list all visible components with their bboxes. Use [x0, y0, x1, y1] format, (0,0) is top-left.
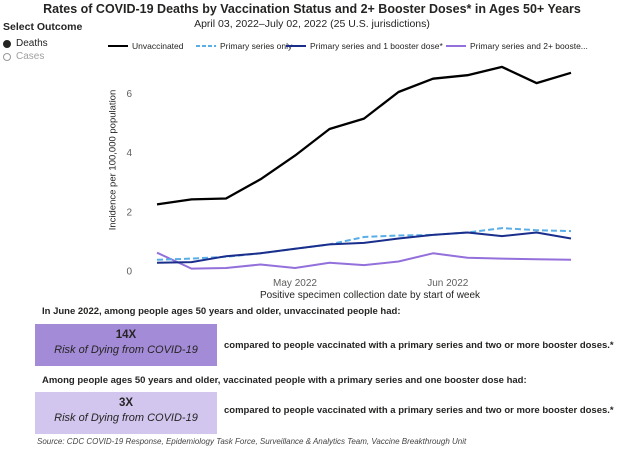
- radio-unselected-icon: [3, 52, 11, 61]
- chart-title: Rates of COVID-19 Deaths by Vaccination …: [43, 2, 581, 16]
- x-tick-label: May 2022: [273, 278, 317, 289]
- y-tick-label: 6: [126, 89, 132, 100]
- legend-line-icon: [108, 45, 128, 47]
- legend-line-icon: [286, 45, 306, 47]
- summary2-intro: Among people ages 50 years and older, va…: [42, 375, 527, 386]
- outcome-selector-title: Select Outcome: [3, 21, 83, 33]
- legend-label: Unvaccinated: [132, 41, 184, 51]
- summary1-box: 14X Risk of Dying from COVID-19: [35, 324, 217, 366]
- summary2-label: Risk of Dying from COVID-19: [54, 412, 198, 424]
- radio-cases[interactable]: Cases: [3, 51, 44, 62]
- summary1-comparison: compared to people vaccinated with a pri…: [224, 340, 614, 351]
- summary1-value: 14X: [115, 329, 137, 341]
- source-note: Source: CDC COVID-19 Response, Epidemiol…: [37, 437, 467, 446]
- y-tick-label: 0: [126, 267, 132, 278]
- summary2-box: 3X Risk of Dying from COVID-19: [35, 392, 217, 434]
- legend-line-icon: [446, 45, 466, 47]
- legend-item-primary-only[interactable]: Primary series only: [196, 41, 292, 51]
- legend-label: Primary series and 1 booster dose*: [310, 41, 443, 51]
- line-chart: 0 2 4 6 May 2022 Jun 2022: [126, 65, 572, 289]
- summary2-value: 3X: [118, 397, 134, 409]
- series-line-0[interactable]: [156, 65, 572, 206]
- radio-deaths[interactable]: Deaths: [3, 38, 48, 49]
- x-axis-title: Positive specimen collection date by sta…: [259, 290, 481, 301]
- y-axis-title: Incidence per 100,000 population: [107, 89, 119, 231]
- summary1-label: Risk of Dying from COVID-19: [54, 344, 198, 356]
- legend-label: Primary series only: [220, 41, 293, 51]
- x-tick-label: Jun 2022: [427, 278, 469, 289]
- summary1-intro: In June 2022, among people ages 50 years…: [42, 306, 401, 317]
- legend-line-icon: [196, 45, 216, 47]
- radio-selected-icon: [3, 39, 11, 48]
- y-tick-label: 2: [126, 207, 132, 218]
- legend-label: Primary series and 2+ booste...: [470, 41, 588, 51]
- y-tick-label: 4: [126, 148, 132, 159]
- series-line-2[interactable]: [156, 231, 572, 264]
- series-line-1[interactable]: [156, 227, 572, 261]
- legend-item-one-booster[interactable]: Primary series and 1 booster dose*: [286, 41, 443, 51]
- legend-item-unvaccinated[interactable]: Unvaccinated: [108, 41, 184, 51]
- summary2-comparison: compared to people vaccinated with a pri…: [224, 405, 614, 416]
- series-line-3[interactable]: [156, 251, 572, 270]
- radio-cases-label: Cases: [16, 51, 45, 62]
- radio-deaths-label: Deaths: [16, 38, 48, 49]
- legend-item-two-boosters[interactable]: Primary series and 2+ booste...: [446, 41, 588, 51]
- chart-subtitle: April 03, 2022–July 02, 2022 (25 U.S. ju…: [194, 18, 430, 30]
